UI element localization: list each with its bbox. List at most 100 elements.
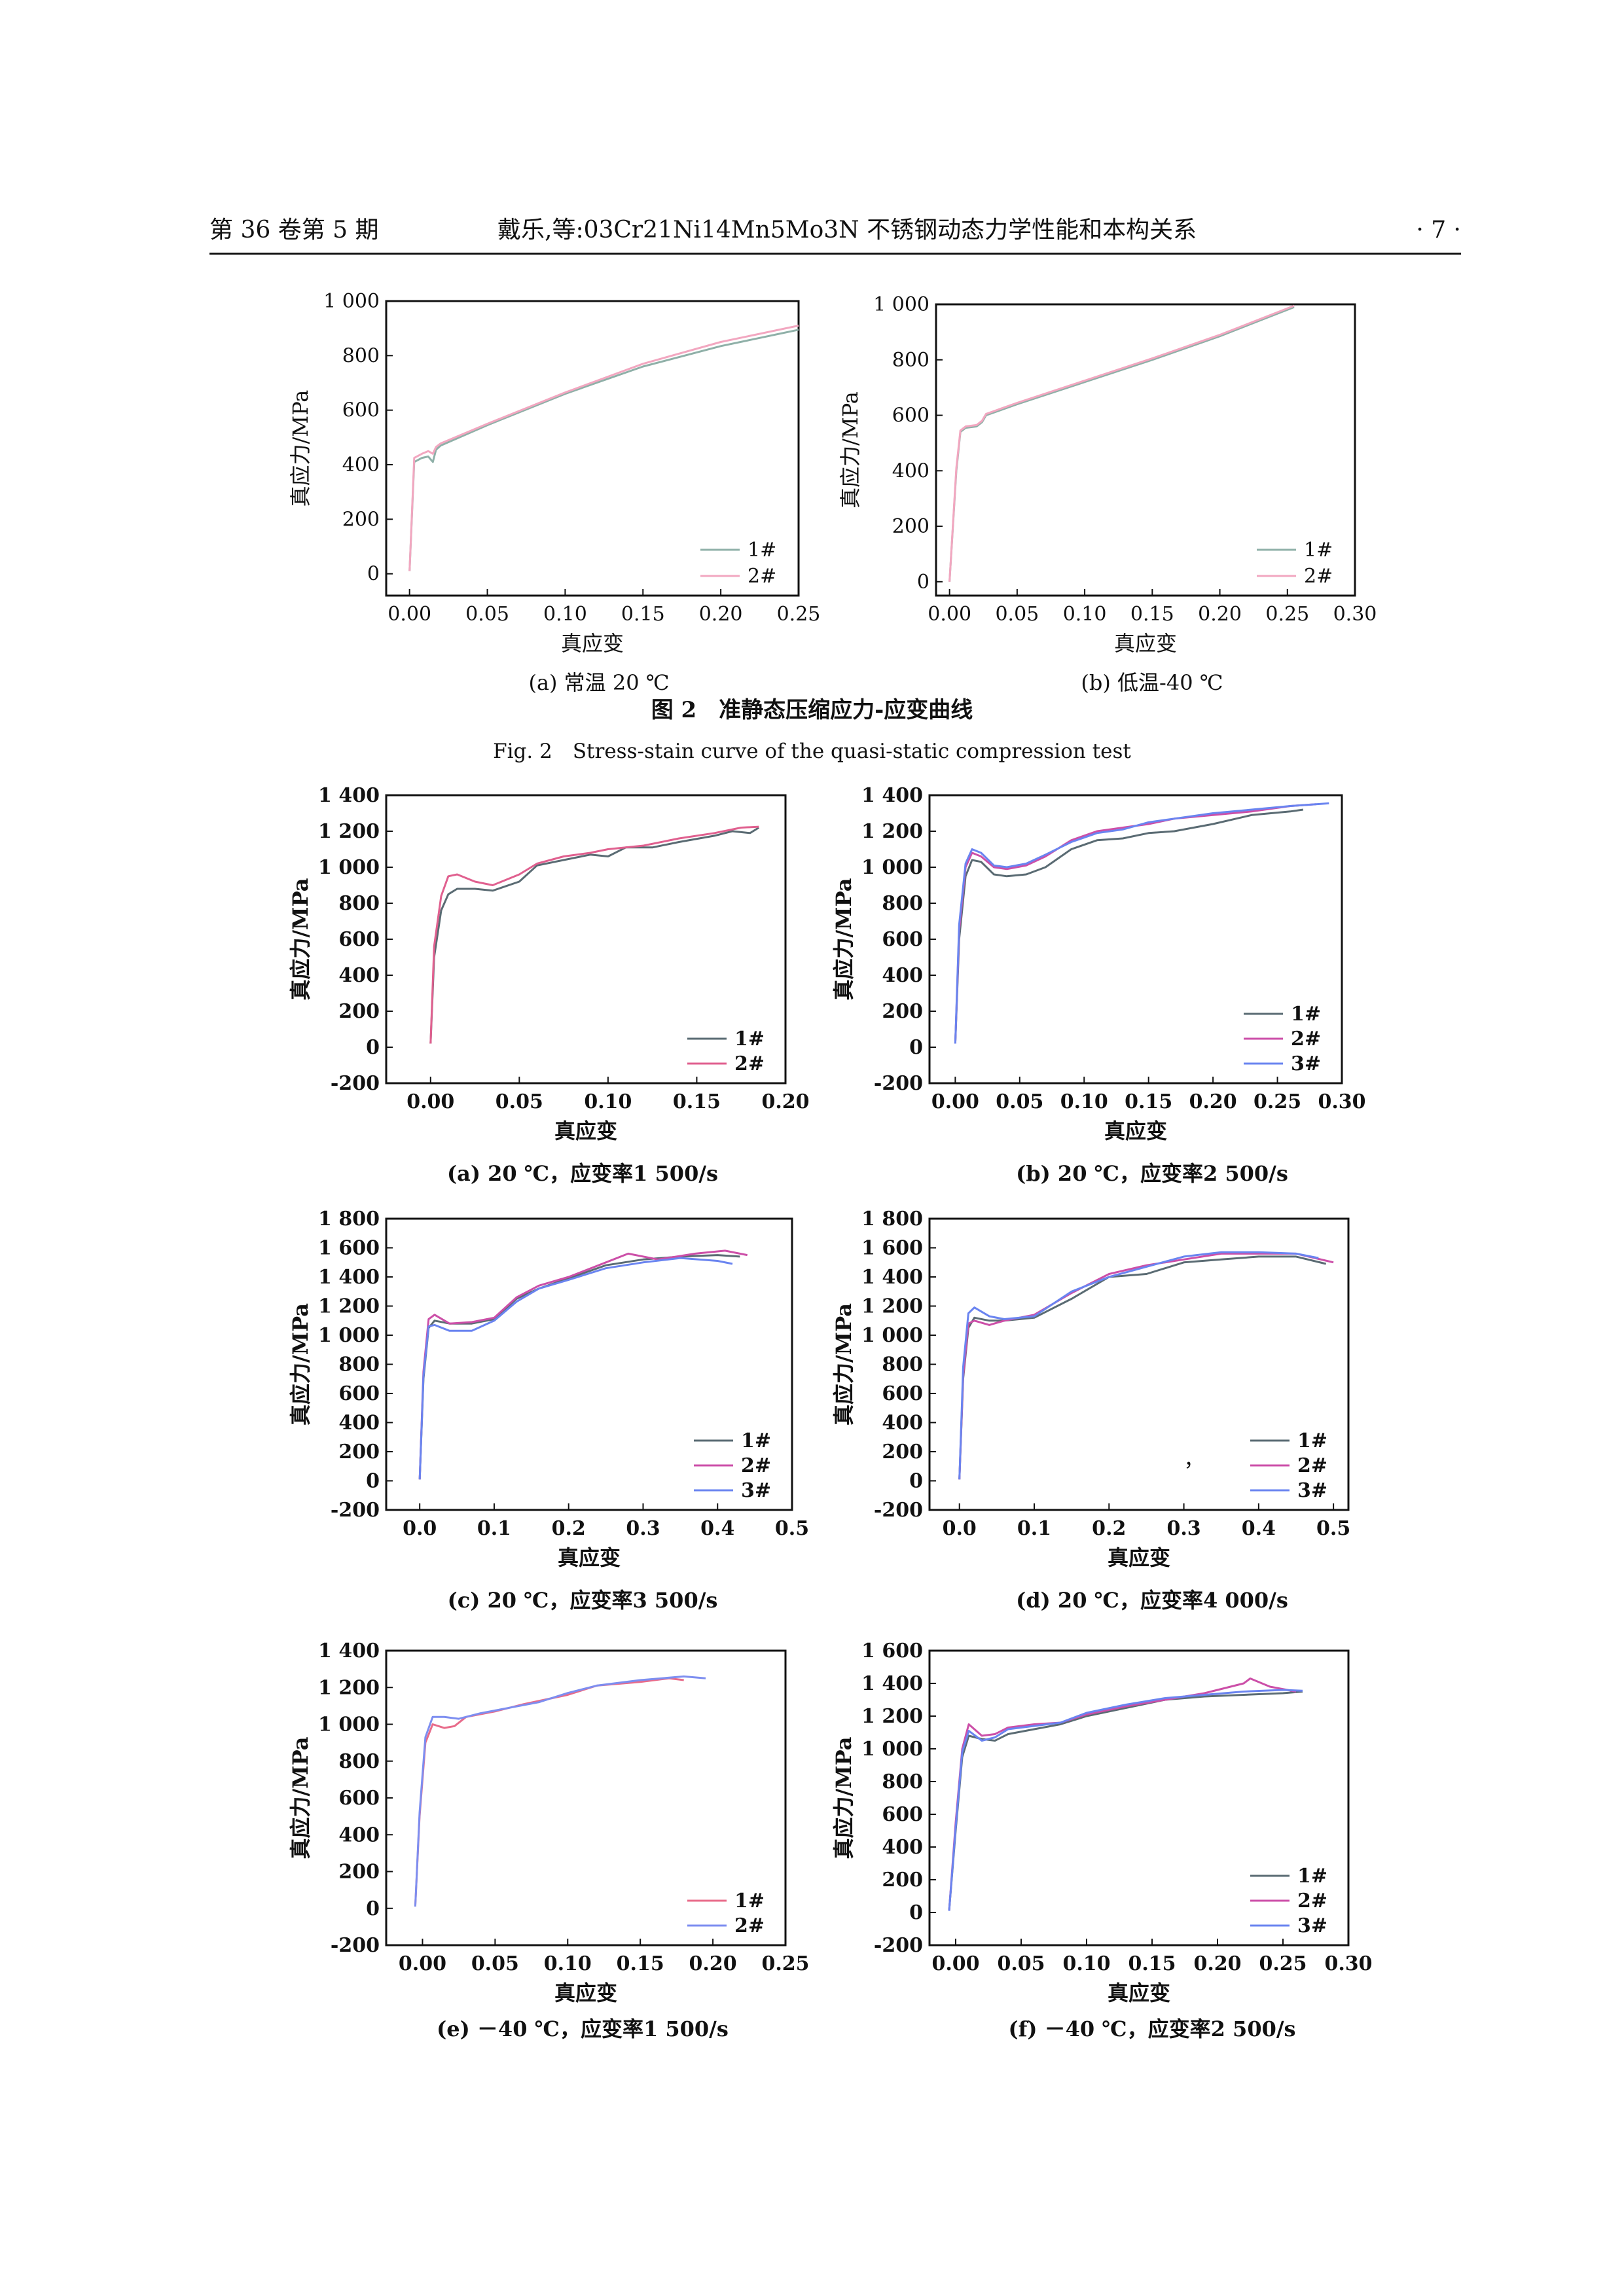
x-tick-label: 0.2 — [552, 1517, 586, 1540]
y-tick-label: 600 — [342, 399, 380, 422]
x-tick-label: 0.20 — [1193, 1952, 1241, 1975]
chart-fig3f: 0.00 0.05 0.10 0.15 0.20 0.25 0.30 -200 0 200 400 6… — [831, 1640, 1375, 2005]
x-tick-label: 0.0 — [403, 1517, 437, 1540]
y-tick-label: 200 — [882, 1869, 923, 1892]
y-tick-label: 200 — [338, 1000, 380, 1023]
plot-frame — [385, 794, 787, 1085]
chart-svg: 0.00 0.05 0.10 0.15 0.20 0.25 0.30 -200 0 200 400 6… — [831, 1640, 1373, 2005]
chart-svg: 0.00 0.05 0.10 0.15 0.20 0.25 0.30 0 200 400 600 80… — [838, 293, 1377, 656]
series-line-3 — [418, 1257, 733, 1480]
chart-fig2a: 0.00 0.05 0.10 0.15 0.20 0.25 0 200 400 600 800 1 0… — [281, 290, 821, 661]
y-tick-label: 800 — [338, 1750, 380, 1773]
caption-fig3d: (d) 20 ℃，应变率4 000/s — [1016, 1588, 1288, 1613]
x-tick-label: 0.20 — [689, 1952, 737, 1975]
y-tick-label: 0 — [366, 1470, 380, 1493]
chart-fig3b: 0.00 0.05 0.10 0.15 0.20 0.25 0.30 -200 0 200 400 6… — [831, 784, 1375, 1145]
y-tick-label: 1 000 — [861, 1324, 923, 1347]
chart-fig3e: 0.00 0.05 0.10 0.15 0.20 0.25 -200 0 200 400 600 80… — [281, 1640, 825, 2005]
x-tick-label: 0.30 — [1324, 1952, 1372, 1975]
series-line-1 — [429, 827, 760, 1044]
y-tick-label: 1 800 — [318, 1208, 380, 1230]
y-tick-label: 0 — [909, 1901, 923, 1924]
caption-fig3e: (e) －40 ℃，应变率1 500/s — [437, 2017, 729, 2041]
y-tick-label: 1 400 — [318, 1266, 380, 1289]
y-tick-label: 800 — [882, 1770, 923, 1793]
y-tick-label: 600 — [338, 928, 380, 951]
legend-label: 2# — [1304, 565, 1333, 588]
caption-fig2a: (a) 常温 20 ℃ — [528, 670, 670, 695]
x-tick-label: 0.15 — [1130, 603, 1174, 626]
chart-svg: 0.00 0.05 0.10 0.15 0.20 0.25 -200 0 200 400 600 80… — [288, 1640, 810, 2005]
legend-label: 3# — [1297, 1479, 1327, 1502]
y-tick-label: 1 000 — [318, 856, 380, 879]
y-tick-label: 1 000 — [873, 293, 929, 316]
x-tick-label: 0.00 — [931, 1952, 979, 1975]
legend-label: 2# — [734, 1914, 765, 1937]
chart-svg: 0.00 0.05 0.10 0.15 0.20 0.25 0.30 -200 0 200 400 6… — [831, 784, 1366, 1143]
running-header: 第 36 卷第 5 期 戴乐,等:03Cr21Ni14Mn5Mo3N 不锈钢动态… — [209, 211, 1461, 250]
chart-svg: 0.00 0.05 0.10 0.15 0.20 -200 0 200 400 600 800 1 0… — [288, 784, 810, 1143]
y-tick-label: 600 — [882, 1803, 923, 1826]
caption-fig3b: (b) 20 ℃，应变率2 500/s — [1016, 1161, 1288, 1186]
caption-fig3c: (c) 20 ℃，应变率3 500/s — [447, 1588, 718, 1613]
series-line-1 — [954, 808, 1304, 1044]
header-rule — [209, 253, 1461, 255]
x-tick-label: 0.05 — [996, 1090, 1043, 1113]
y-axis-label: 真应力/MPa — [288, 390, 313, 507]
x-tick-label: 0.3 — [626, 1517, 660, 1540]
x-tick-label: 0.05 — [496, 1090, 543, 1113]
legend-label: 1# — [748, 539, 776, 562]
caption-fig2b: (b) 低温-40 ℃ — [1081, 670, 1223, 695]
x-tick-label: 0.05 — [465, 603, 509, 626]
series-line-1 — [958, 1255, 1327, 1480]
legend-label: 2# — [1291, 1028, 1321, 1050]
y-axis-label: 真应力/MPa — [288, 1303, 313, 1426]
x-tick-label: 0.15 — [1128, 1952, 1176, 1975]
y-tick-label: 1 000 — [318, 1713, 380, 1736]
x-tick-label: 0.00 — [931, 1090, 979, 1113]
y-tick-label: 800 — [882, 1354, 923, 1376]
legend-label: 3# — [1297, 1914, 1327, 1937]
y-axis-label: 真应力/MPa — [831, 1303, 856, 1426]
x-tick-label: 0.10 — [543, 603, 587, 626]
x-tick-label: 0.25 — [1254, 1090, 1301, 1113]
y-tick-label: 200 — [338, 1861, 380, 1884]
x-tick-label: 0.00 — [399, 1952, 446, 1975]
x-tick-label: 0.25 — [761, 1952, 809, 1975]
legend-label: 1# — [1297, 1865, 1327, 1888]
x-tick-label: 0.3 — [1166, 1517, 1200, 1540]
x-tick-label: 0.00 — [406, 1090, 454, 1113]
x-tick-label: 0.15 — [1125, 1090, 1172, 1113]
y-tick-label: 1 200 — [318, 1295, 380, 1318]
x-tick-label: 0.1 — [1017, 1517, 1051, 1540]
x-tick-label: 0.20 — [699, 603, 743, 626]
caption-fig3f: (f) －40 ℃，应变率2 500/s — [1008, 2017, 1296, 2041]
series-line-2 — [954, 803, 1316, 1044]
series-line-2 — [418, 1249, 748, 1480]
x-tick-label: 0.25 — [1259, 1952, 1307, 1975]
y-tick-label: -200 — [874, 1499, 923, 1522]
series-line-2 — [948, 304, 1295, 582]
plot-frame — [928, 1649, 1350, 1946]
x-tick-label: 0.10 — [1062, 1952, 1110, 1975]
y-tick-label: 1 400 — [861, 1672, 923, 1695]
legend-label: 1# — [734, 1890, 765, 1912]
y-tick-label: 0 — [917, 571, 929, 594]
y-tick-label: 1 000 — [861, 1738, 923, 1761]
y-tick-label: 600 — [892, 404, 929, 427]
x-tick-label: 0.20 — [1198, 603, 1242, 626]
legend-label: 1# — [1291, 1003, 1321, 1026]
y-tick-label: 1 200 — [861, 820, 923, 843]
series-line-3 — [958, 1251, 1319, 1480]
journal-issue: 第 36 卷第 5 期 — [209, 217, 379, 243]
y-tick-label: 1 600 — [318, 1237, 380, 1260]
plot-frame — [935, 303, 1356, 597]
x-tick-label: 0.25 — [777, 603, 821, 626]
series-line-2 — [414, 1675, 706, 1907]
y-tick-label: 800 — [338, 1354, 380, 1376]
legend-label: 2# — [734, 1052, 765, 1075]
legend-label: 1# — [1304, 539, 1333, 562]
x-tick-label: 0.30 — [1318, 1090, 1365, 1113]
x-axis-label: 真应变 — [561, 631, 624, 656]
chart-fig3d: 0.0 0.1 0.2 0.3 0.4 0.5 -200 0 200 400 600 800 1 000… — [831, 1208, 1375, 1572]
